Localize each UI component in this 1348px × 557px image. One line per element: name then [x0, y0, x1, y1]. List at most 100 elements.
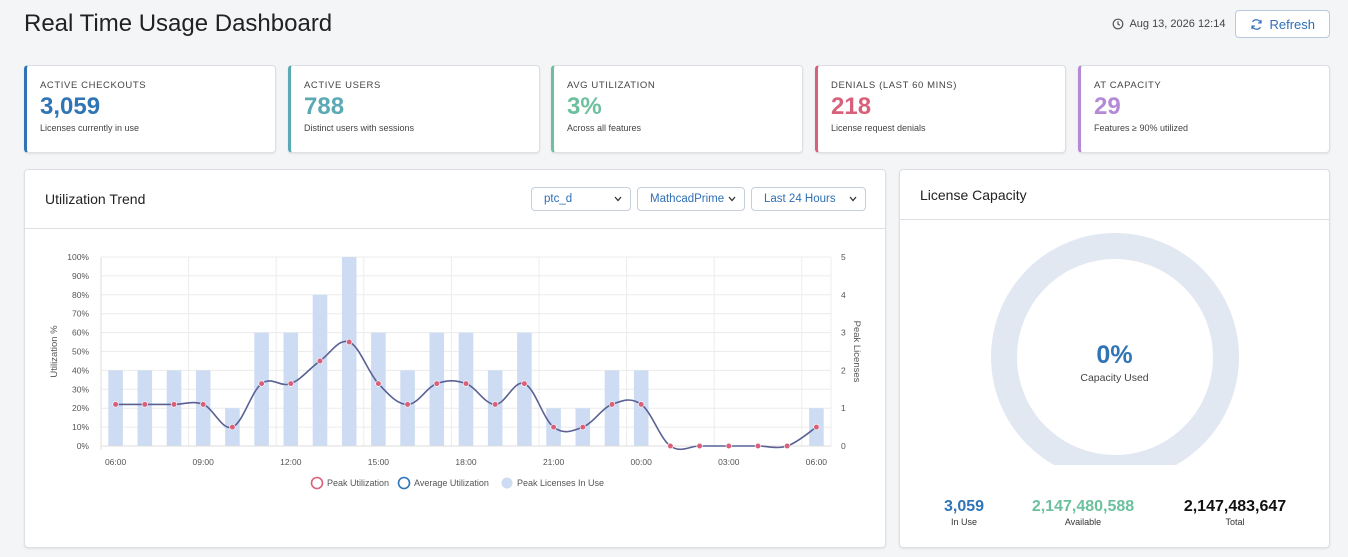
x-tick-label: 09:00: [193, 457, 215, 467]
y2-tick-label: 0: [841, 441, 846, 451]
clock-icon: [1113, 18, 1124, 30]
page-title: Real Time Usage Dashboard: [24, 10, 333, 37]
in-use-label: In Use: [950, 517, 977, 527]
x-tick-label: 21:00: [543, 457, 565, 467]
stat-card-denials: DENIALS (LAST 60 MINS) 218 License reque…: [815, 65, 1066, 153]
x-tick-label: 06:00: [105, 457, 127, 467]
peak-utilization-point: [346, 338, 353, 346]
vendor-select-value: ptc_d: [544, 193, 573, 205]
capacity-donut-chart: [991, 233, 1239, 465]
x-tick-label: 00:00: [631, 457, 653, 467]
utilization-trend-panel: Utilization Trend ptc_d MathcadPrime Las…: [24, 169, 886, 548]
peak-utilization-point: [170, 401, 178, 408]
stat-card-active-users: ACTIVE USERS 788 Distinct users with ses…: [288, 65, 540, 153]
stat-subtext: Features ≥ 90% utilized: [1094, 123, 1188, 133]
y2-tick-label: 2: [841, 365, 846, 375]
y2-tick-label: 1: [841, 403, 846, 413]
capacity-available: 2,147,480,588 Available: [1018, 498, 1148, 527]
legend-marker: [501, 477, 513, 489]
capacity-percent-label: Capacity Used: [1080, 372, 1149, 384]
refresh-icon: [1251, 18, 1263, 30]
stat-value: 788: [304, 93, 345, 120]
feature-select-value: MathcadPrime: [650, 193, 725, 205]
stat-label: ACTIVE CHECKOUTS: [40, 80, 147, 91]
y-axis-title: Utilization %: [49, 325, 60, 378]
stat-label: DENIALS (LAST 60 MINS): [831, 80, 958, 91]
y-tick-label: 60%: [72, 328, 89, 338]
peak-utilization-point: [316, 357, 324, 365]
legend-label: Peak Utilization: [327, 478, 389, 488]
peak-utilization-point: [229, 424, 236, 431]
y2-tick-label: 3: [841, 328, 846, 338]
stat-subtext: Distinct users with sessions: [304, 123, 415, 133]
time-range-select[interactable]: Last 24 Hours: [751, 187, 866, 211]
y-tick-label: 90%: [72, 271, 89, 281]
x-tick-label: 18:00: [455, 457, 477, 467]
chevron-down-icon: [614, 196, 622, 202]
refresh-button[interactable]: Refresh: [1235, 10, 1330, 38]
vendor-select[interactable]: ptc_d: [531, 187, 631, 211]
stat-label: ACTIVE USERS: [304, 80, 381, 91]
stat-subtext: Licenses currently in use: [40, 123, 140, 133]
bar: [108, 370, 123, 446]
in-use-value: 3,059: [943, 498, 985, 515]
time-range-select-value: Last 24 Hours: [764, 193, 836, 205]
capacity-percent: 0%: [1096, 341, 1133, 369]
peak-utilization-point: [258, 380, 265, 387]
peak-utilization-point: [667, 442, 674, 450]
peak-utilization-point: [550, 424, 557, 431]
y-tick-label: 10%: [72, 422, 89, 432]
y-tick-label: 50%: [72, 347, 89, 357]
refresh-label: Refresh: [1269, 16, 1315, 32]
feature-select[interactable]: MathcadPrime: [637, 187, 745, 211]
chevron-down-icon: [849, 196, 857, 202]
y-tick-label: 100%: [67, 252, 89, 262]
topbar-actions: Aug 13, 2026 12:14 Refresh: [1112, 10, 1330, 38]
bar: [604, 370, 620, 446]
panel-title: License Capacity: [920, 187, 1027, 203]
stat-value: 3%: [567, 93, 602, 120]
stat-card-at-capacity: AT CAPACITY 29 Features ≥ 90% utilized: [1078, 65, 1330, 153]
stat-card-avg-utilization: AVG UTILIZATION 3% Across all features: [551, 65, 803, 153]
panel-header: Utilization Trend ptc_d MathcadPrime Las…: [25, 170, 885, 229]
timestamp-text: Aug 13, 2026 12:14: [1129, 18, 1226, 30]
x-tick-label: 06:00: [806, 457, 828, 467]
stat-subtext: License request denials: [831, 123, 926, 133]
bar: [633, 370, 649, 446]
bar: [312, 294, 328, 446]
legend-marker: [310, 476, 324, 490]
bar: [254, 332, 269, 446]
available-label: Available: [1064, 517, 1102, 527]
last-updated: Aug 13, 2026 12:14: [1112, 18, 1225, 30]
peak-utilization-point: [638, 401, 645, 408]
peak-utilization-point: [404, 401, 411, 408]
x-tick-label: 03:00: [718, 457, 740, 467]
peak-utilization-point: [784, 442, 791, 450]
x-tick-label: 12:00: [280, 457, 302, 467]
capacity-donut-track: [991, 233, 1239, 465]
bar: [166, 370, 182, 446]
utilization-trend-chart: 0% 10% 20% 30% 40% 50% 60% 70% 80% 90% 100% 0 1 2 3 4 5 0…: [49, 252, 862, 490]
stat-label: AVG UTILIZATION: [567, 80, 656, 91]
peak-utilization-point: [112, 401, 119, 408]
peak-utilization-point: [462, 380, 470, 387]
legend-label: Peak Licenses In Use: [517, 478, 604, 488]
peak-utilization-point: [579, 424, 586, 431]
bar: [400, 370, 415, 446]
available-value: 2,147,480,588: [1031, 498, 1135, 515]
peak-utilization-point: [141, 401, 148, 408]
stat-subtext: Across all features: [567, 123, 642, 133]
peak-utilization-point: [521, 380, 528, 387]
legend-marker: [397, 476, 411, 490]
total-value: 2,147,483,647: [1183, 498, 1287, 515]
peak-utilization-point: [754, 442, 762, 450]
peak-utilization-point: [813, 424, 820, 431]
y2-tick-label: 5: [841, 252, 846, 262]
stat-value: 218: [831, 93, 872, 120]
x-tick-label: 15:00: [368, 457, 390, 467]
chevron-down-icon: [728, 196, 736, 202]
bar: [195, 370, 211, 446]
peak-utilization-point: [287, 380, 294, 387]
y-tick-label: 40%: [72, 365, 89, 375]
peak-utilization-point: [200, 401, 207, 408]
